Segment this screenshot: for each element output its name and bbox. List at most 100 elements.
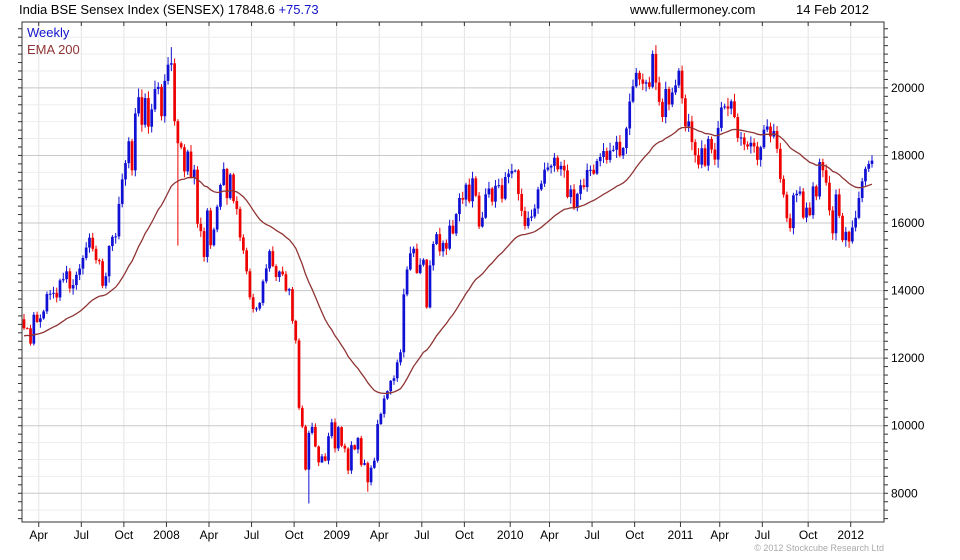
candle-body <box>310 426 314 433</box>
candle-body <box>841 215 844 241</box>
candle-body <box>697 155 700 165</box>
y-axis-label: 8000 <box>891 486 918 500</box>
candle-body <box>117 203 121 237</box>
candle-body <box>238 208 242 238</box>
candle-body <box>278 271 281 278</box>
candle-body <box>81 258 85 269</box>
candle-body <box>340 427 343 446</box>
candle-body <box>281 271 285 275</box>
candle-body <box>150 109 154 127</box>
candle-body <box>795 193 799 196</box>
candle-body <box>232 174 235 202</box>
candle-body <box>579 185 582 194</box>
candle-body <box>363 463 366 465</box>
candle-body <box>638 72 641 80</box>
candle-body <box>287 289 291 291</box>
candle-body <box>91 237 95 249</box>
y-axis-label: 16000 <box>891 216 925 230</box>
candle-body <box>52 292 55 294</box>
candle-body <box>255 308 258 310</box>
candle-body <box>720 107 723 128</box>
x-axis-label: 2011 <box>668 528 694 542</box>
candle-body <box>857 198 861 218</box>
candle-body <box>353 445 357 450</box>
candle-body <box>752 142 756 147</box>
candle-body <box>657 82 661 102</box>
candle-body <box>356 438 360 450</box>
candle-body <box>615 141 618 150</box>
x-axis-label: Oct <box>455 528 474 542</box>
x-axis-label: 2012 <box>837 528 864 542</box>
candle-body <box>137 97 140 114</box>
candle-body <box>690 121 694 143</box>
candle-body <box>575 193 579 208</box>
candle-body <box>248 271 252 298</box>
candle-body <box>88 237 91 248</box>
candle-body <box>661 101 664 118</box>
candle-body <box>422 259 425 265</box>
candle-body <box>114 236 118 238</box>
candle-body <box>71 285 75 289</box>
candle-body <box>670 92 674 105</box>
candle-body <box>379 413 383 425</box>
x-axis-label: Apr <box>710 528 729 542</box>
candle-body <box>602 151 605 157</box>
candle-body <box>464 184 468 200</box>
candle-body <box>736 117 740 138</box>
candle-body <box>55 292 59 298</box>
candle-body <box>297 340 301 408</box>
candle-body <box>870 160 874 164</box>
candle-body <box>366 463 370 483</box>
candle-body <box>785 194 789 219</box>
candle-body <box>251 297 255 310</box>
candle-body <box>851 227 854 242</box>
candle-body <box>389 380 393 392</box>
candle-body <box>517 170 520 194</box>
candle-body <box>22 319 26 329</box>
x-axis-label: 2010 <box>497 528 524 542</box>
candle-body <box>706 139 710 166</box>
candle-body <box>742 137 746 145</box>
candle-body <box>39 318 42 322</box>
candle-body <box>42 311 45 319</box>
candle-body <box>97 260 101 262</box>
candle-body <box>654 53 658 83</box>
candle-body <box>513 170 517 172</box>
candle-body <box>700 148 704 165</box>
candle-body <box>523 210 527 226</box>
candle-body <box>130 141 134 171</box>
candle-body <box>864 168 867 182</box>
candle-body <box>867 163 871 169</box>
x-axis-label: Apr <box>370 528 389 542</box>
candle-body <box>153 89 157 110</box>
candle-body <box>788 218 792 229</box>
candle-body <box>392 378 396 381</box>
candle-body <box>824 170 828 183</box>
candle-body <box>202 231 206 257</box>
candle-body <box>294 320 298 341</box>
candle-body <box>412 248 415 254</box>
candle-body <box>481 217 484 227</box>
horizontal-gridlines <box>22 36 884 511</box>
candle-body <box>811 186 815 216</box>
x-axis-label: Oct <box>799 528 818 542</box>
candle-body <box>847 231 851 242</box>
candle-body <box>314 426 317 447</box>
candle-body <box>644 82 648 84</box>
candle-body <box>497 185 501 187</box>
candle-body <box>173 63 176 122</box>
candle-body <box>625 128 628 148</box>
candle-body <box>333 422 337 449</box>
candle-body <box>782 178 785 195</box>
candle-body <box>330 422 334 437</box>
candle-body <box>458 197 461 215</box>
candle-body <box>25 328 29 330</box>
candle-body <box>474 178 478 196</box>
candle-body <box>94 248 98 261</box>
x-axis-label: Oct <box>625 528 644 542</box>
candle-body <box>592 169 596 174</box>
candle-body <box>562 165 566 171</box>
candle-body <box>536 189 540 209</box>
candle-body <box>490 188 494 202</box>
